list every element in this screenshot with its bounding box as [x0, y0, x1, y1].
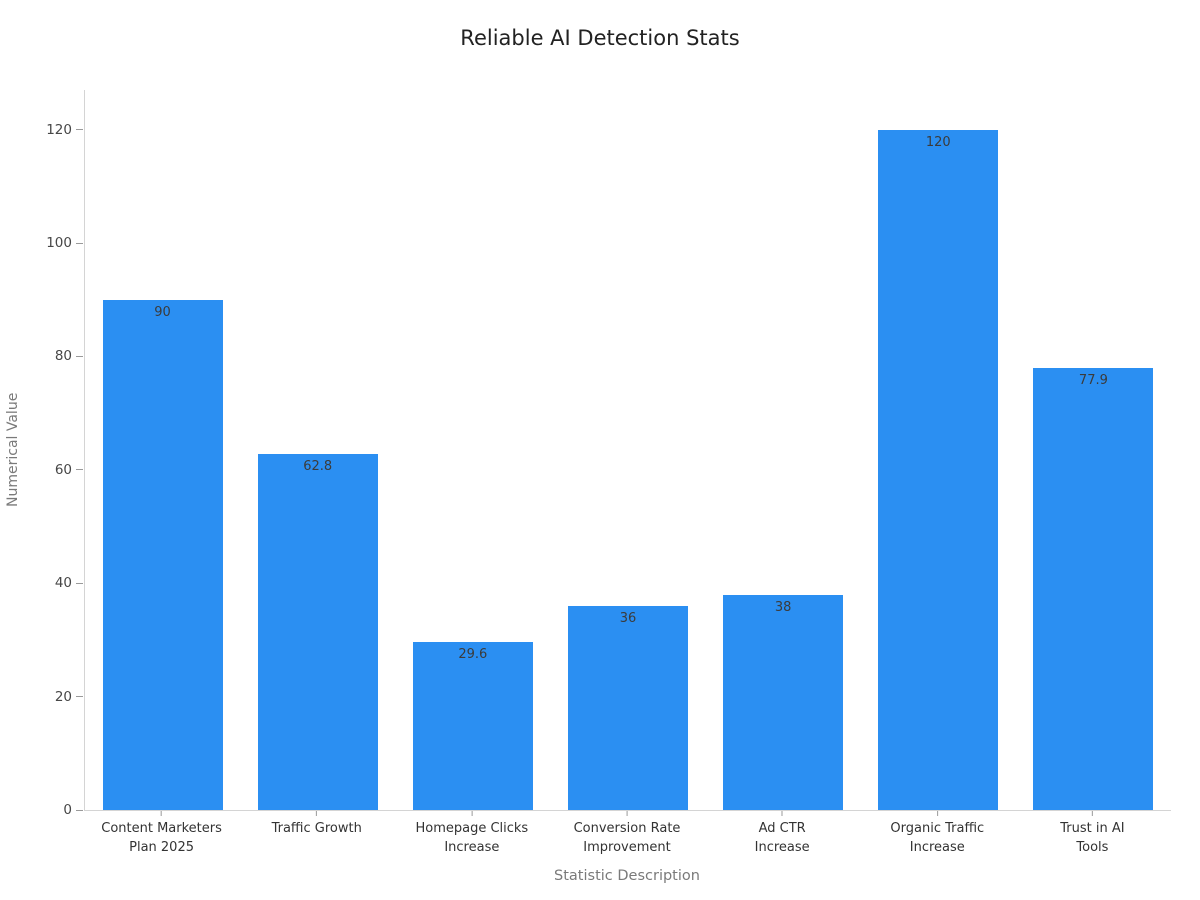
y-tick-mark [76, 469, 83, 471]
bar-4: 38 [723, 594, 844, 810]
x-tick: Trust in AI Tools [1060, 811, 1125, 858]
x-tick-label: Content Marketers Plan 2025 [101, 821, 222, 855]
x-tick-mark [936, 811, 938, 816]
y-tick: 120 [46, 122, 83, 138]
bar-0: 90 [102, 299, 223, 810]
x-tick-label: Organic Traffic Increase [890, 821, 985, 855]
y-tick: 80 [55, 348, 83, 364]
x-tick-mark [781, 811, 783, 816]
plot-area: 90 62.8 29.6 36 38 120 77.9 [84, 90, 1171, 811]
x-tick-label: Ad CTR Increase [754, 821, 810, 855]
x-tick: Organic Traffic Increase [890, 811, 984, 858]
y-tick: 0 [63, 802, 83, 818]
y-tick-mark [76, 582, 83, 584]
x-tick-mark [161, 811, 163, 816]
x-axis-title: Statistic Description [554, 868, 700, 884]
y-tick-label: 60 [54, 461, 72, 478]
x-tick: Content Marketers Plan 2025 [101, 811, 222, 858]
bar-5: 120 [878, 129, 999, 810]
y-tick: 100 [46, 235, 83, 251]
bar-1: 62.8 [257, 453, 378, 810]
bar-value-label: 77.9 [1078, 373, 1108, 389]
x-tick: Homepage Clicks Increase [415, 811, 528, 858]
bar-value-label: 62.8 [303, 458, 333, 474]
y-axis: 0 20 40 60 80 100 120 [0, 90, 84, 818]
y-tick-mark [76, 355, 83, 357]
x-tick-mark [316, 811, 318, 816]
bar-value-label: 29.6 [458, 647, 488, 663]
x-tick-label: Trust in AI Tools [1060, 821, 1125, 855]
y-tick-mark [76, 129, 83, 131]
y-tick-label: 0 [63, 802, 72, 818]
bar-3: 36 [567, 605, 688, 810]
y-tick: 20 [55, 689, 83, 705]
y-tick-label: 80 [54, 348, 72, 365]
bar-2: 29.6 [412, 642, 533, 810]
x-tick-mark [471, 811, 473, 816]
bar-value-label: 36 [619, 610, 637, 626]
x-tick-label: Conversion Rate Improvement [573, 821, 681, 855]
x-tick: Traffic Growth [272, 811, 362, 839]
bar-value-label: 120 [925, 134, 951, 150]
y-tick-mark [76, 242, 83, 244]
y-tick: 60 [55, 462, 83, 478]
y-tick-mark [76, 809, 83, 811]
x-axis: Content Marketers Plan 2025 Traffic Growt… [84, 811, 1170, 867]
y-tick-mark [76, 696, 83, 698]
y-tick: 40 [55, 575, 83, 591]
x-tick-mark [1091, 811, 1093, 816]
chart-title: Reliable AI Detection Stats [460, 26, 740, 50]
x-tick-mark [626, 811, 628, 816]
bar-6: 77.9 [1033, 368, 1154, 810]
x-tick-label: Homepage Clicks Increase [415, 821, 529, 855]
x-tick: Ad CTR Increase [755, 811, 810, 858]
y-tick-label: 100 [46, 235, 72, 252]
y-tick-label: 40 [54, 575, 72, 592]
y-tick-label: 120 [46, 121, 72, 138]
bar-value-label: 38 [774, 599, 792, 615]
y-tick-label: 20 [54, 688, 72, 705]
x-tick-label: Traffic Growth [271, 821, 362, 836]
x-tick: Conversion Rate Improvement [573, 811, 681, 858]
bar-value-label: 90 [154, 304, 171, 320]
